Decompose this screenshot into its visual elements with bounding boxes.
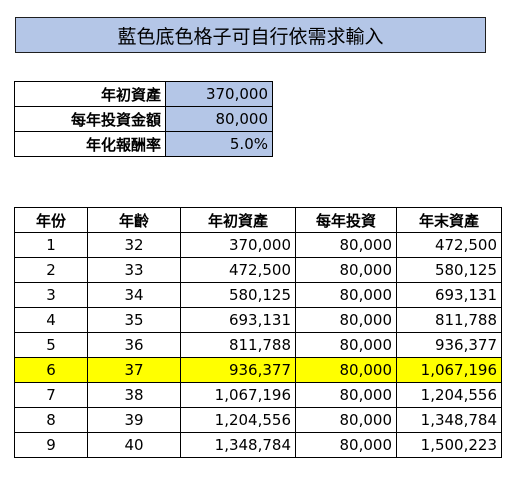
instruction-banner: 藍色底色格子可自行依需求輸入 [15,17,486,53]
param-label: 每年投資金額 [14,106,166,132]
cell-annual-investment[interactable]: 80,000 [295,407,397,433]
cell-age[interactable]: 36 [87,332,181,358]
cell-start-assets[interactable]: 811,788 [180,332,296,358]
cell-annual-investment[interactable]: 80,000 [295,232,397,258]
cell-age[interactable]: 34 [87,282,181,308]
cell-start-assets[interactable]: 370,000 [180,232,296,258]
cell-start-assets[interactable]: 580,125 [180,282,296,308]
table-row: 2 33 472,500 80,000 580,125 [14,257,502,283]
cell-start-assets[interactable]: 1,348,784 [180,432,296,458]
initial-assets-input[interactable]: 370,000 [165,81,273,107]
cell-age[interactable]: 37 [87,357,181,383]
header-end-assets[interactable]: 年末資產 [396,207,502,233]
header-age[interactable]: 年齡 [87,207,181,233]
cell-age[interactable]: 40 [87,432,181,458]
cell-age[interactable]: 38 [87,382,181,408]
cell-end-assets[interactable]: 580,125 [396,257,502,283]
cell-year[interactable]: 4 [14,307,88,333]
cell-age[interactable]: 32 [87,232,181,258]
cell-end-assets[interactable]: 1,204,556 [396,382,502,408]
cell-annual-investment[interactable]: 80,000 [295,382,397,408]
cell-annual-investment[interactable]: 80,000 [295,282,397,308]
header-year[interactable]: 年份 [14,207,88,233]
cell-year[interactable]: 1 [14,232,88,258]
cell-end-assets[interactable]: 811,788 [396,307,502,333]
cell-end-assets[interactable]: 1,348,784 [396,407,502,433]
header-start-assets[interactable]: 年初資產 [180,207,296,233]
header-annual-investment[interactable]: 每年投資 [295,207,397,233]
param-label: 年化報酬率 [14,131,166,157]
table-row: 3 34 580,125 80,000 693,131 [14,282,502,308]
cell-year[interactable]: 3 [14,282,88,308]
cell-start-assets[interactable]: 1,204,556 [180,407,296,433]
table-row: 1 32 370,000 80,000 472,500 [14,232,502,258]
table-row: 5 36 811,788 80,000 936,377 [14,332,502,358]
cell-year[interactable]: 5 [14,332,88,358]
cell-start-assets[interactable]: 693,131 [180,307,296,333]
cell-annual-investment[interactable]: 80,000 [295,307,397,333]
parameters-table: 年初資產 370,000 每年投資金額 80,000 年化報酬率 5.0% [14,81,273,157]
cell-annual-investment[interactable]: 80,000 [295,257,397,283]
cell-year[interactable]: 2 [14,257,88,283]
param-row-return-rate: 年化報酬率 5.0% [14,131,273,157]
table-row: 7 38 1,067,196 80,000 1,204,556 [14,382,502,408]
param-row-initial-assets: 年初資產 370,000 [14,81,273,107]
cell-annual-investment[interactable]: 80,000 [295,432,397,458]
table-row: 9 40 1,348,784 80,000 1,500,223 [14,432,502,458]
cell-end-assets[interactable]: 1,500,223 [396,432,502,458]
cell-age[interactable]: 35 [87,307,181,333]
cell-end-assets[interactable]: 693,131 [396,282,502,308]
cell-age[interactable]: 33 [87,257,181,283]
cell-start-assets[interactable]: 936,377 [180,357,296,383]
annual-investment-input[interactable]: 80,000 [165,106,273,132]
table-row: 4 35 693,131 80,000 811,788 [14,307,502,333]
cell-year[interactable]: 7 [14,382,88,408]
param-label: 年初資產 [14,81,166,107]
cell-year[interactable]: 6 [14,357,88,383]
table-header-row: 年份 年齡 年初資產 每年投資 年末資產 [14,207,502,233]
projection-table: 年份 年齡 年初資產 每年投資 年末資產 1 32 370,000 80,000… [14,207,502,458]
cell-end-assets[interactable]: 1,067,196 [396,357,502,383]
cell-end-assets[interactable]: 936,377 [396,332,502,358]
cell-start-assets[interactable]: 1,067,196 [180,382,296,408]
cell-annual-investment[interactable]: 80,000 [295,332,397,358]
table-row: 8 39 1,204,556 80,000 1,348,784 [14,407,502,433]
cell-end-assets[interactable]: 472,500 [396,232,502,258]
cell-year[interactable]: 9 [14,432,88,458]
annual-return-rate-input[interactable]: 5.0% [165,131,273,157]
cell-start-assets[interactable]: 472,500 [180,257,296,283]
cell-annual-investment[interactable]: 80,000 [295,357,397,383]
table-row-highlighted: 6 37 936,377 80,000 1,067,196 [14,357,502,383]
cell-year[interactable]: 8 [14,407,88,433]
param-row-annual-investment: 每年投資金額 80,000 [14,106,273,132]
cell-age[interactable]: 39 [87,407,181,433]
